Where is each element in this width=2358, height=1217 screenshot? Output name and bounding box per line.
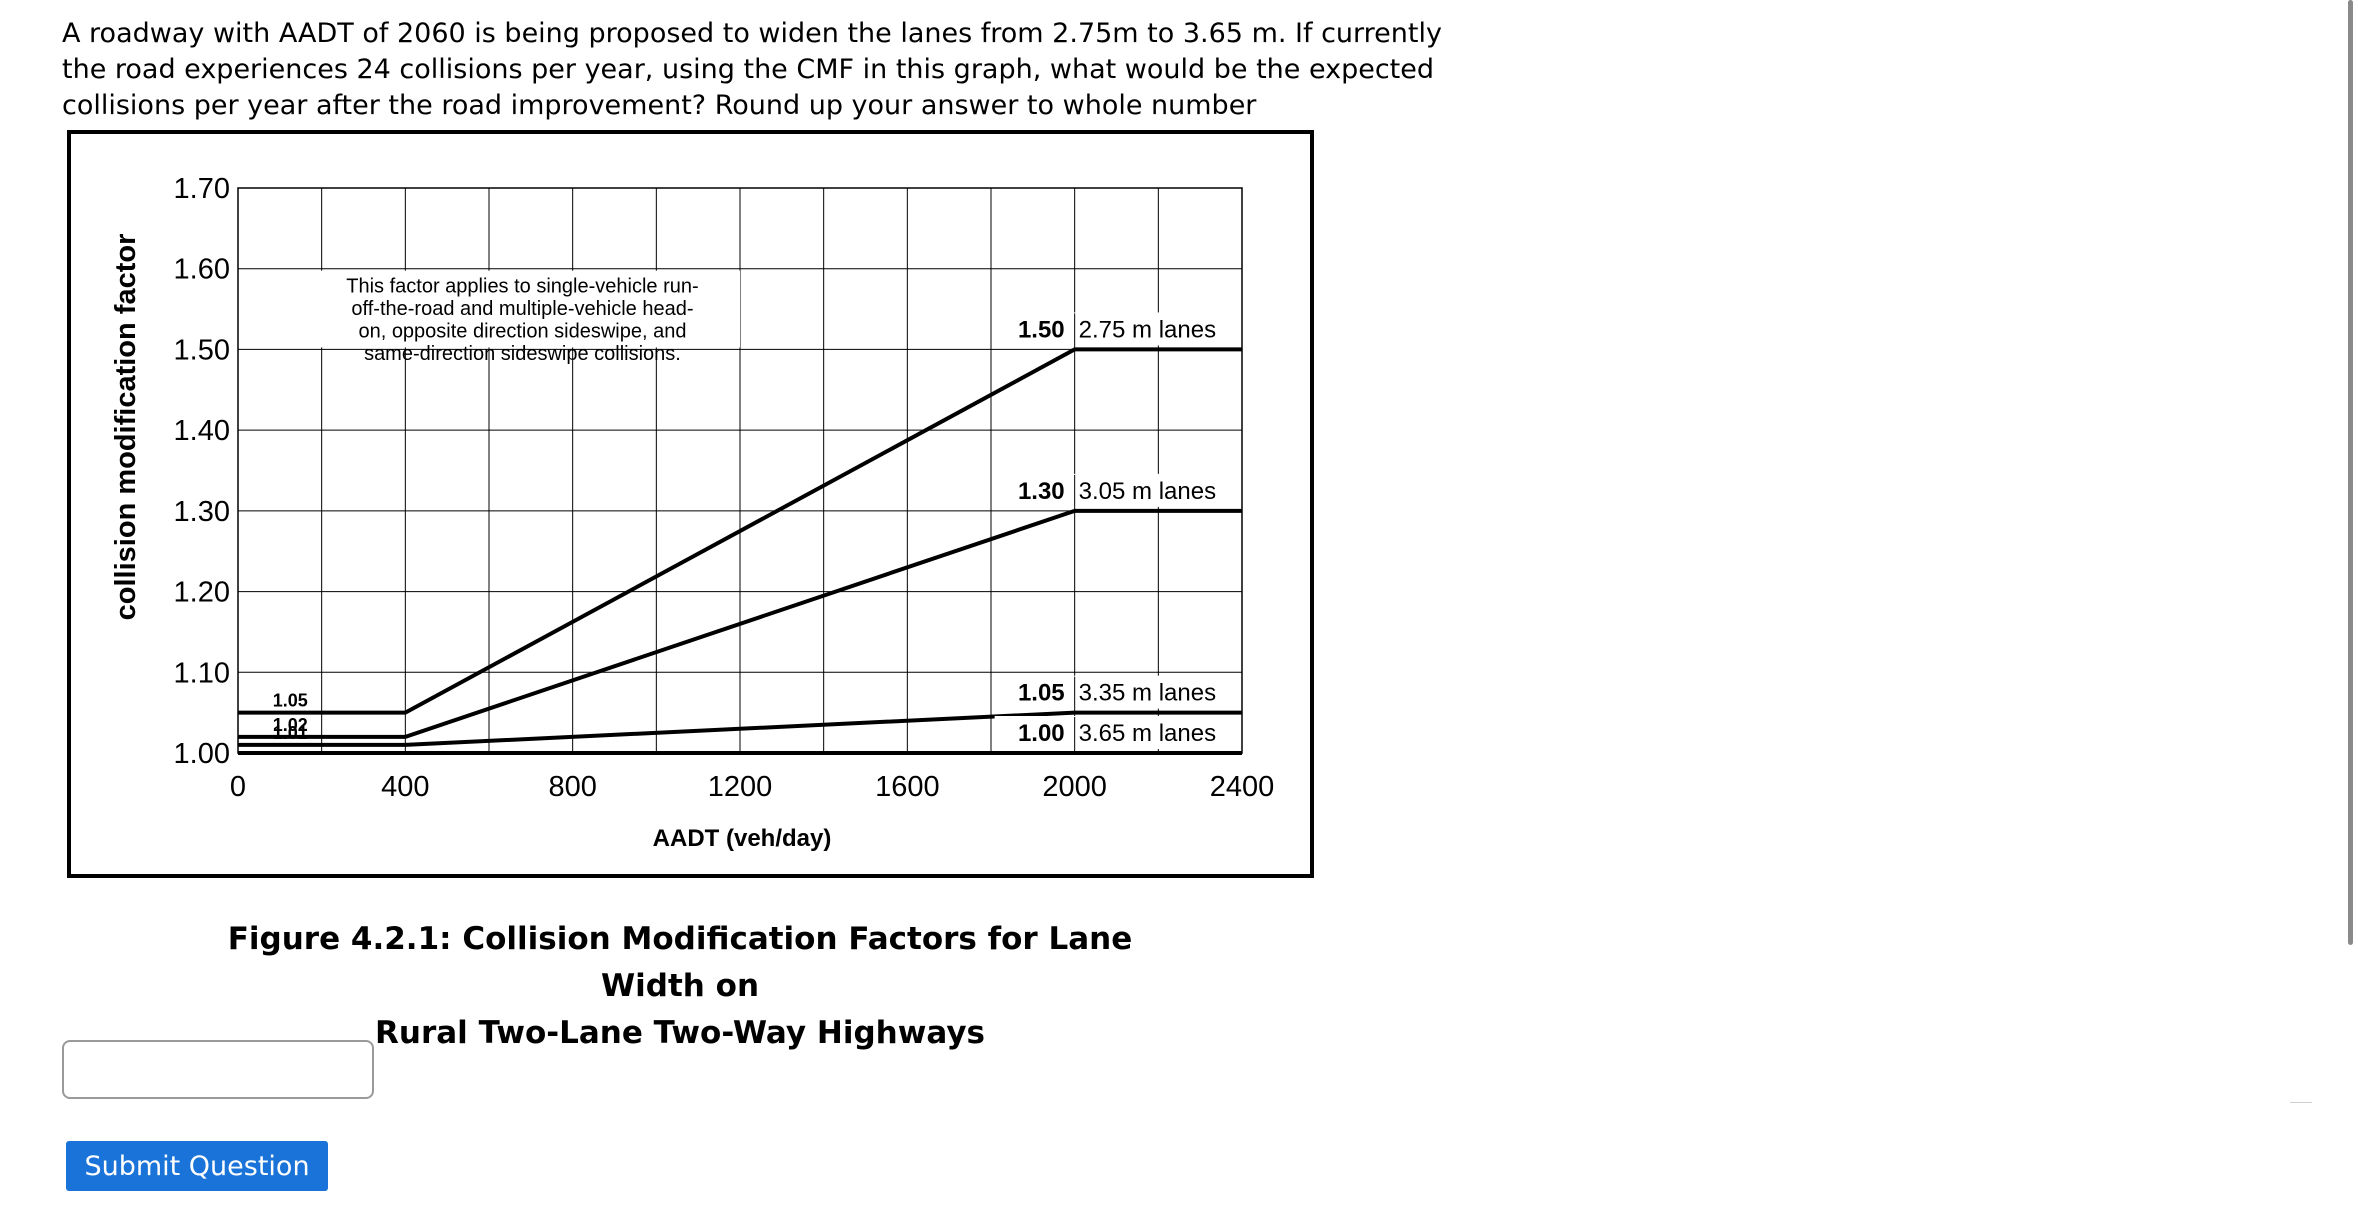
- series-label-background: [994, 716, 1226, 749]
- page-scrollbar[interactable]: [2345, 0, 2358, 1217]
- x-tick-label: 400: [381, 771, 429, 803]
- series-name-label: 3.05 m lanes: [1079, 478, 1216, 505]
- y-axis-label: collision modification factor: [110, 234, 142, 621]
- series-line: [238, 347, 1242, 715]
- series-label-background: [994, 473, 1226, 507]
- y-tick-label: 1.60: [174, 254, 230, 286]
- scrollbar-thumb[interactable]: [2348, 0, 2353, 945]
- x-tick-label: 1600: [875, 771, 940, 803]
- series-labels: 1.50 2.75 m lanes 1.05 1.30 3.05 m lanes 1.02…: [273, 312, 1226, 749]
- annotation-line: This factor applies to single-vehicle ru…: [346, 276, 698, 298]
- y-tick-label: 1.20: [174, 577, 230, 609]
- annotation-box: This factor applies to single-vehicle ru…: [288, 270, 740, 365]
- question-text: A roadway with AADT of 2060 is being pro…: [62, 18, 1442, 121]
- scroll-marker: [2290, 1102, 2312, 1103]
- x-tick-label: 1200: [708, 771, 773, 803]
- series-end-value: 1.30: [1018, 478, 1065, 505]
- series-name-label: 3.65 m lanes: [1079, 720, 1216, 747]
- series-start-value: 1.01: [273, 723, 308, 743]
- answer-input[interactable]: [62, 1040, 374, 1099]
- series-start-value: 1.05: [273, 691, 308, 711]
- figure-caption: Figure 4.2.1: Collision Modification Fac…: [180, 916, 1180, 1057]
- x-tick-label: 0: [230, 771, 246, 803]
- series-name-label: 3.35 m lanes: [1079, 680, 1216, 707]
- tick-labels: 1.00 1.10 1.20 1.30 1.40 1.50 1.60 1.70 0 400 800 1…: [174, 173, 1275, 803]
- annotation-line: on, opposite direction sideswipe, and: [358, 321, 686, 343]
- y-tick-label: 1.40: [174, 415, 230, 447]
- series-line: [238, 508, 1242, 739]
- annotation-line: same-direction sideswipe collisions.: [364, 343, 681, 365]
- annotation-background: [288, 270, 740, 348]
- y-tick-label: 1.10: [174, 657, 230, 689]
- submit-question-button[interactable]: Submit Question: [66, 1141, 328, 1191]
- series-end-value: 1.00: [1018, 720, 1065, 747]
- series-lines: [238, 347, 1242, 755]
- series-start-value: 1.02: [273, 715, 308, 735]
- x-axis-label: AADT (veh/day): [653, 825, 832, 852]
- series-end-value: 1.05: [1018, 680, 1065, 707]
- annotation-line: off-the-road and multiple-vehicle head-: [351, 298, 693, 320]
- x-tick-label: 2400: [1210, 771, 1275, 803]
- x-tick-label: 800: [548, 771, 596, 803]
- series-line: [238, 710, 1242, 747]
- series-name-label: 2.75 m lanes: [1079, 316, 1216, 343]
- series-label-background: [994, 312, 1226, 346]
- series-end-value: 1.50: [1018, 316, 1065, 343]
- caption-line-2: Rural Two-Lane Two-Way Highways: [375, 1015, 985, 1051]
- cmf-figure: 1.00 1.10 1.20 1.30 1.40 1.50 1.60 1.70 0 400 800 1…: [67, 130, 1314, 878]
- y-tick-label: 1.00: [174, 738, 230, 770]
- caption-line-1: Figure 4.2.1: Collision Modification Fac…: [227, 921, 1133, 1004]
- series-label-background: [994, 675, 1226, 709]
- y-tick-label: 1.30: [174, 496, 230, 528]
- y-tick-label: 1.70: [174, 173, 230, 205]
- x-tick-label: 2000: [1042, 771, 1107, 803]
- y-tick-label: 1.50: [174, 334, 230, 366]
- cmf-chart: 1.00 1.10 1.20 1.30 1.40 1.50 1.60 1.70 0 400 800 1…: [110, 173, 1275, 852]
